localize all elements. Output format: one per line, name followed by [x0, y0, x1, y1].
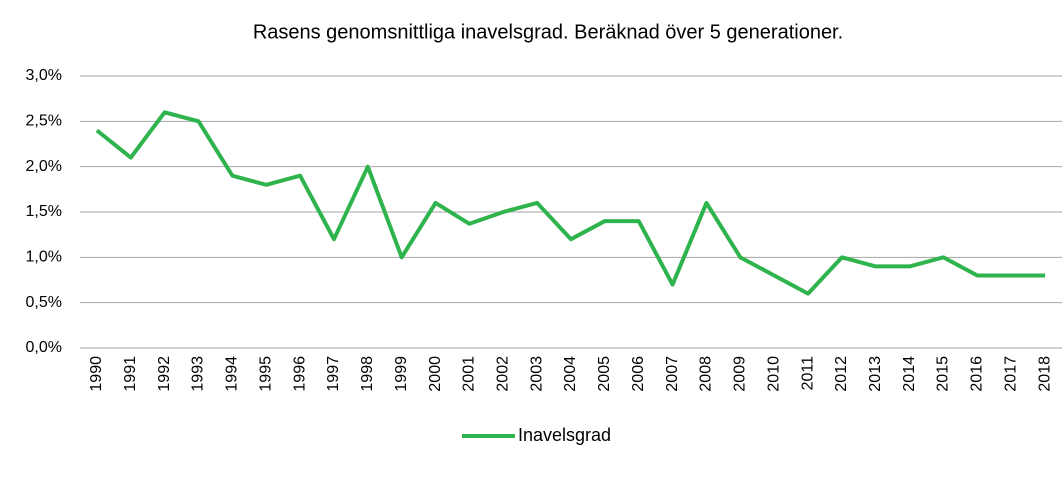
x-tick-label: 1990: [88, 356, 105, 392]
y-tick-label: 2,5%: [26, 113, 62, 130]
x-tick-label: 1999: [393, 356, 410, 392]
x-tick-label: 2012: [833, 356, 850, 392]
x-tick-label: 2011: [799, 356, 816, 391]
y-tick-label: 1,0%: [26, 249, 62, 266]
y-tick-label: 0,5%: [26, 294, 62, 311]
x-tick-label: 1991: [122, 356, 139, 392]
x-tick-label: 2008: [698, 356, 715, 392]
x-tick-label: 1994: [224, 356, 241, 392]
y-tick-label: 1,5%: [26, 203, 62, 220]
x-tick-label: 2010: [765, 356, 782, 392]
x-tick-label: 2015: [935, 356, 952, 392]
x-tick-label: 2005: [596, 356, 613, 392]
chart-title: Rasens genomsnittliga inavelsgrad. Beräk…: [253, 21, 843, 43]
x-tick-label: 2016: [969, 356, 986, 392]
y-tick-label: 0,0%: [26, 339, 62, 356]
x-tick-label: 1997: [325, 356, 342, 392]
x-tick-label: 1998: [359, 356, 376, 392]
x-tick-label: 2017: [1002, 356, 1019, 392]
x-tick-label: 1992: [156, 356, 173, 392]
y-tick-label: 3,0%: [26, 67, 62, 84]
x-tick-label: 1995: [257, 356, 274, 392]
x-tick-label: 2007: [664, 356, 681, 392]
x-tick-label: 2000: [427, 356, 444, 392]
x-tick-label: 2003: [528, 356, 545, 392]
x-tick-label: 2006: [630, 356, 647, 392]
x-tick-label: 1993: [190, 356, 207, 392]
x-tick-label: 2001: [461, 356, 478, 392]
x-tick-label: 2009: [732, 356, 749, 392]
legend-label: Inavelsgrad: [518, 425, 611, 445]
x-tick-label: 2004: [562, 356, 579, 392]
data-line: [95, 110, 1046, 296]
x-tick-label: 2018: [1036, 356, 1053, 392]
x-tick-label: 2014: [901, 356, 918, 392]
x-tick-label: 2013: [867, 356, 884, 392]
x-tick-label: 1996: [291, 356, 308, 392]
x-tick-label: 2002: [494, 356, 511, 392]
y-tick-label: 2,0%: [26, 158, 62, 175]
